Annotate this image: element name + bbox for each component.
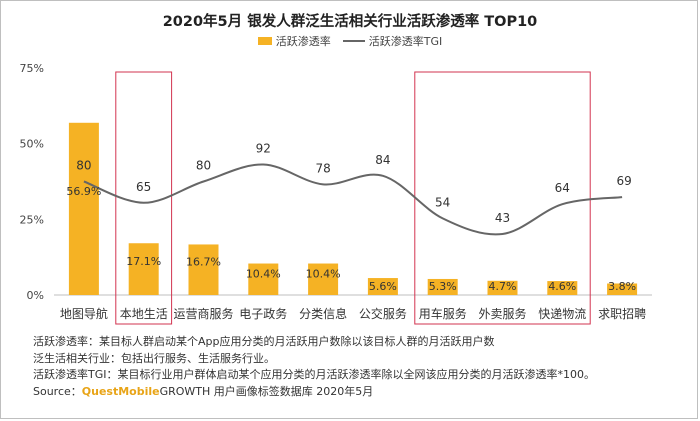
highlight-box	[115, 71, 173, 325]
bar	[487, 280, 518, 295]
bar	[547, 281, 578, 295]
x-tick-label: 地图导航	[60, 306, 108, 321]
tgi-data-label: 80	[76, 159, 91, 173]
tgi-data-label: 69	[616, 174, 631, 188]
legend-item-line: 活跃渗透率TGI	[342, 33, 443, 49]
x-tick-label: 运营商服务	[173, 306, 233, 321]
tgi-data-label: 43	[495, 211, 510, 225]
legend-item-bar: 活跃渗透率	[257, 33, 331, 49]
x-tick-label: 求职招聘	[598, 307, 646, 321]
bar	[427, 278, 458, 295]
bar-data-label: 17.1%	[126, 255, 161, 268]
bar-data-label: 5.6%	[369, 280, 397, 293]
tgi-data-label: 92	[256, 141, 271, 155]
legend-bar-swatch	[257, 37, 272, 45]
y-tick-label: 25%	[20, 213, 44, 226]
bar-data-label: 4.7%	[489, 280, 517, 293]
bar	[188, 244, 219, 295]
x-tick-label: 电子政务	[239, 306, 287, 321]
note-tgi-definition: 活跃渗透率TGI：某目标行业用户群体启动某个应用分类的月活跃渗透率除以全网该应用…	[33, 368, 595, 381]
source-prefix: Source：	[33, 384, 82, 398]
bar-data-label: 4.6%	[548, 280, 576, 293]
tgi-line	[83, 163, 623, 236]
bar	[68, 122, 99, 295]
source-line: Source：QuestMobileGROWTH 用户画像标签数据库 2020年…	[33, 384, 693, 401]
bar	[308, 263, 339, 295]
bar-data-label: 10.4%	[306, 268, 341, 281]
x-tick-label: 分类信息	[299, 306, 347, 321]
legend-line-swatch	[342, 40, 365, 42]
legend-bar-label: 活跃渗透率	[275, 35, 331, 48]
legend: 活跃渗透率 活跃渗透率TGI	[0, 33, 700, 49]
chart-title: 2020年5月 银发人群泛生活相关行业活跃渗透率 TOP10	[162, 14, 538, 30]
bar-data-label: 5.3%	[429, 280, 457, 293]
chart-notes: 活跃渗透率：某目标人群启动某个App应用分类的月活跃用户数除以该目标人群的月活跃…	[33, 334, 693, 400]
y-tick-label: 50%	[20, 138, 44, 151]
bar-data-label: 3.8%	[608, 280, 636, 293]
tgi-data-label: 78	[315, 161, 330, 175]
bar	[248, 263, 279, 295]
tgi-data-label: 54	[435, 195, 450, 209]
source-suffix: GROWTH 用户画像标签数据库 2020年5月	[159, 384, 374, 398]
legend-line-label: 活跃渗透率TGI	[368, 35, 443, 48]
bar-data-label: 56.9%	[66, 185, 101, 198]
tgi-data-label: 84	[375, 153, 390, 167]
tgi-data-label: 80	[196, 159, 211, 173]
x-tick-label: 外卖服务	[478, 306, 526, 321]
x-tick-label: 快递物流	[538, 307, 586, 321]
bar	[128, 243, 159, 295]
note-penetration-definition: 活跃渗透率：某目标人群启动某个App应用分类的月活跃用户数除以该目标人群的月活跃…	[33, 335, 495, 348]
x-tick-label: 用车服务	[419, 306, 467, 321]
x-tick-label: 本地生活	[120, 307, 168, 321]
note-industry-definition: 泛生活相关行业：包括出行服务、生活服务行业。	[33, 351, 275, 365]
source-brand: QuestMobile	[81, 384, 160, 398]
y-tick-label: 0%	[27, 289, 44, 302]
tgi-data-label: 64	[555, 181, 570, 195]
bar	[367, 278, 398, 295]
y-tick-label: 75%	[20, 62, 44, 75]
chart-canvas: 0% 25% 50% 75% 80 65 80 92 78 84 54 43 64 69 56.9% 17.1…	[20, 62, 652, 325]
bar-data-label: 16.7%	[186, 256, 221, 269]
tgi-data-label: 65	[136, 180, 151, 194]
bar	[607, 283, 638, 295]
bar-data-label: 10.4%	[246, 268, 281, 281]
x-tick-label: 公交服务	[359, 306, 407, 321]
